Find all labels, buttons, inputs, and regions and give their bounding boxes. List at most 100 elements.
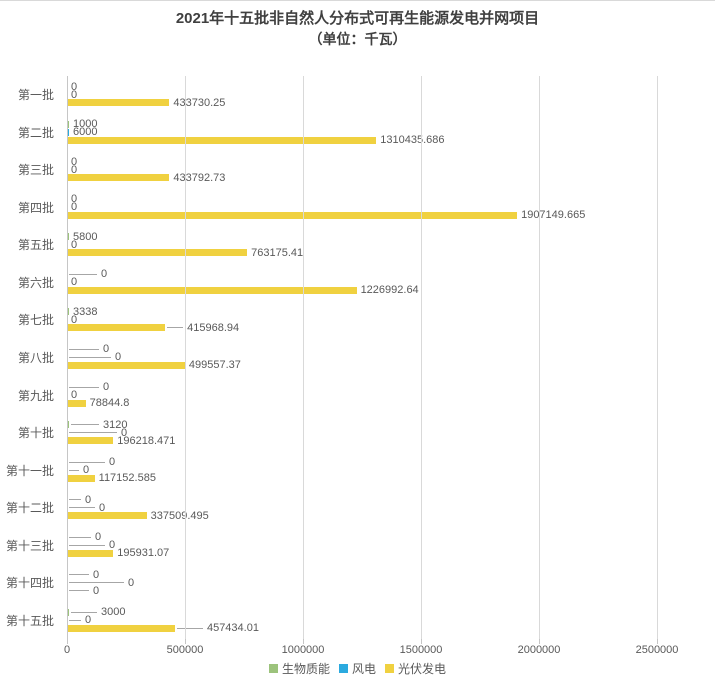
legend-label: 生物质能	[281, 662, 330, 676]
series-row: 0	[67, 352, 657, 363]
value-label: 0	[71, 276, 78, 289]
bar-solar	[67, 361, 185, 369]
tick-label: 1500000	[399, 644, 443, 656]
series-row: 499557.37	[67, 359, 657, 372]
leader-line	[176, 627, 203, 629]
series-row: 0	[67, 239, 657, 250]
bar-biomass	[67, 233, 69, 241]
value-label: 3000	[101, 606, 126, 619]
value-label: 0	[109, 539, 116, 552]
category-label: 第十批	[17, 426, 54, 441]
category-axis: 第一批 第二批 第三批 第四批 第五批 第六批 第七批 第八批 第九批 第十批 第十一批 第十二批 第十…	[0, 76, 61, 639]
value-label: 3338	[73, 305, 98, 318]
value-label: 0	[71, 313, 78, 326]
value-label: 499557.37	[188, 359, 241, 372]
category-label: 第三批	[17, 163, 54, 178]
leader-line	[69, 590, 89, 592]
leader-line	[69, 507, 95, 509]
tick-label: 2500000	[635, 644, 679, 656]
value-label: 1226992.64	[360, 284, 419, 297]
bar-biomass	[67, 421, 69, 429]
series-row: 457434.01	[67, 623, 657, 634]
value-label: 3120	[103, 418, 128, 431]
legend-item-biomass: 生物质能	[268, 660, 330, 677]
value-label: 0	[71, 88, 78, 101]
series-row: 0	[67, 201, 657, 214]
gridline	[657, 76, 658, 639]
legend-swatch-wind	[338, 664, 348, 673]
leader-line	[69, 582, 124, 584]
bar-group: 0 0 499557.37	[67, 339, 657, 377]
series-row: 0	[67, 88, 657, 101]
value-label: 1907149.665	[521, 209, 586, 222]
series-row: 433792.73	[67, 171, 657, 184]
category-label: 第七批	[17, 313, 54, 328]
legend-swatch-solar	[385, 664, 394, 673]
category-label: 第九批	[17, 388, 54, 403]
bar-group: 0 0 117152.585	[67, 451, 657, 489]
series-row: 0	[67, 465, 657, 476]
tick-label: 1000000	[281, 644, 325, 656]
leader-line	[69, 536, 91, 538]
category-label: 第八批	[17, 350, 54, 365]
chart-title-unit: （单位：千瓦）	[308, 31, 407, 47]
value-label: 0	[71, 201, 78, 214]
series-row: 3338	[67, 305, 657, 318]
series-row: 0	[67, 268, 657, 281]
category-label: 第二批	[17, 125, 54, 140]
bar-group: 0 0 433730.25	[67, 76, 657, 114]
value-label: 0	[71, 155, 78, 168]
category-label: 第十一批	[5, 463, 54, 478]
leader-line	[69, 619, 81, 621]
leader-line	[167, 327, 184, 329]
series-row: 337509.495	[67, 510, 657, 521]
bar-group: 5800 0 763175.41	[67, 226, 657, 264]
series-row: 0	[67, 390, 657, 401]
leader-line	[69, 386, 99, 388]
bar-groups: 0 0 433730.25 1000 6000 1310435.686 0 0 433792.7…	[67, 76, 657, 639]
value-label: 78844.8	[89, 397, 130, 410]
value-label: 433730.25	[173, 96, 226, 109]
series-row: 0	[67, 614, 657, 627]
series-row: 0	[67, 276, 657, 289]
leader-line	[69, 348, 99, 350]
series-row: 433730.25	[67, 96, 657, 109]
category-label: 第十五批	[5, 613, 54, 628]
value-label: 0	[95, 531, 102, 544]
leader-line	[69, 356, 111, 358]
bar-solar	[67, 174, 170, 182]
legend-item-solar: 光伏发电	[385, 660, 446, 677]
leader-line	[69, 544, 105, 546]
value-label: 0	[103, 381, 110, 394]
gridline	[185, 76, 186, 639]
category-label: 第六批	[17, 275, 54, 290]
bar-wind	[67, 128, 69, 136]
value-label: 0	[93, 568, 100, 581]
category-label: 第十二批	[5, 501, 54, 516]
value-label: 0	[99, 501, 106, 514]
tick-label: 2000000	[517, 644, 561, 656]
value-label: 117152.585	[98, 472, 156, 485]
value-label: 0	[101, 268, 108, 281]
series-row: 0	[67, 501, 657, 514]
leader-line	[71, 424, 99, 426]
series-row: 0	[67, 577, 657, 588]
value-label: 415968.94	[187, 321, 240, 334]
series-row: 6000	[67, 127, 657, 138]
legend: 生物质能 风电 光伏发电	[0, 660, 715, 677]
series-row: 0	[67, 164, 657, 175]
category-label: 第十三批	[5, 538, 54, 553]
value-label: 0	[85, 614, 92, 627]
series-row: 0	[67, 313, 657, 326]
bar-group: 3120 0 196218.471	[67, 414, 657, 452]
tick-label: 0	[63, 644, 71, 656]
tick-mark	[421, 639, 422, 644]
category-label: 第四批	[17, 200, 54, 215]
series-row: 1226992.64	[67, 284, 657, 297]
value-label: 433792.73	[173, 171, 226, 184]
bar-group: 0 0 1226992.64	[67, 264, 657, 302]
value-label: 5800	[73, 230, 98, 243]
bar-solar	[67, 474, 95, 482]
bar-solar	[67, 286, 357, 294]
series-row: 0	[67, 531, 657, 544]
